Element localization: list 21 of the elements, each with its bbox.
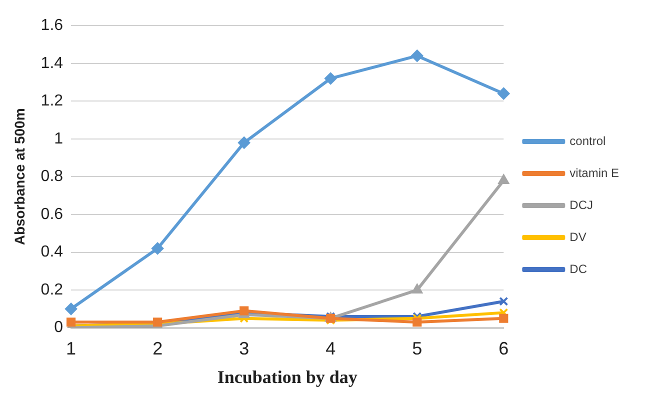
y-tick-label: 0.8	[40, 168, 64, 186]
x-tick-label: 6	[498, 338, 509, 359]
x-tick-label: 3	[239, 338, 250, 359]
x-tick-label: 4	[326, 338, 336, 359]
x-tick-label: 5	[412, 338, 422, 359]
y-tick-label: 1.4	[40, 54, 64, 72]
x-axis-title: Incubation by day	[217, 366, 358, 387]
y-tick-label: 0.6	[40, 206, 64, 223]
y-tick-label: 0	[54, 319, 64, 336]
legend-label: vitamin E	[570, 166, 620, 180]
y-tick-label: 0.4	[40, 244, 64, 261]
y-tick-label: 1.2	[40, 92, 64, 110]
legend-label: DCJ	[570, 198, 593, 212]
legend-label: control	[570, 134, 606, 148]
y-tick-label: 1.6	[40, 17, 64, 34]
y-tick-label: 0.2	[40, 281, 64, 298]
legend-label: DV	[570, 230, 586, 244]
x-tick-label: 2	[152, 338, 163, 359]
y-tick-label: 1	[54, 130, 64, 148]
y-axis-title: Absorbance at 500m	[11, 108, 28, 246]
legend-label: DC	[570, 262, 588, 276]
